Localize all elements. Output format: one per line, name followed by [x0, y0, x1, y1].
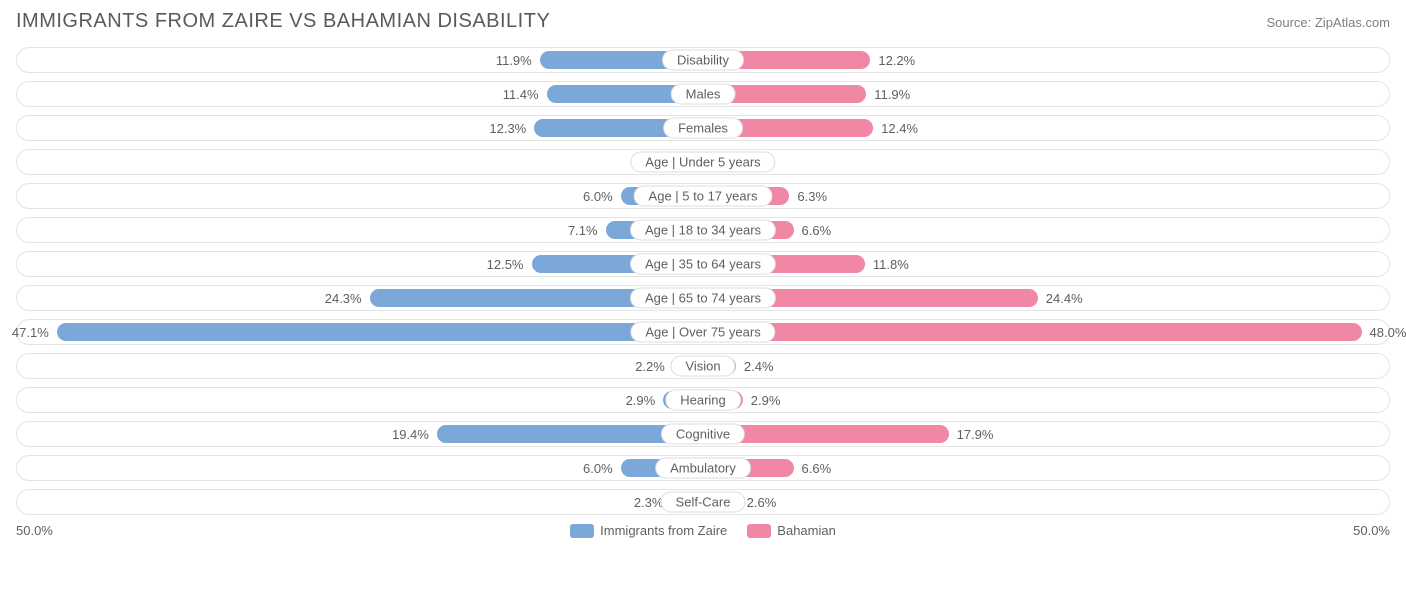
row-label: Cognitive — [661, 424, 745, 445]
row-label: Age | Under 5 years — [630, 152, 775, 173]
chart-row: 11.9% 12.2% Disability — [16, 47, 1390, 73]
legend: Immigrants from Zaire Bahamian — [570, 523, 836, 538]
row-label: Vision — [670, 356, 735, 377]
left-value: 11.9% — [488, 53, 540, 68]
chart-row: 19.4% 17.9% Cognitive — [16, 421, 1390, 447]
left-value: 12.5% — [479, 257, 532, 272]
legend-swatch-right — [747, 524, 771, 538]
chart-row: 2.3%2.6%Self-Care — [16, 489, 1390, 515]
right-value: 6.6% — [794, 461, 840, 476]
right-value: 6.6% — [794, 223, 840, 238]
chart-row: 12.5% 11.8% Age | 35 to 64 years — [16, 251, 1390, 277]
row-label: Hearing — [665, 390, 741, 411]
row-label: Males — [671, 84, 736, 105]
legend-item-left: Immigrants from Zaire — [570, 523, 727, 538]
row-label: Age | Over 75 years — [630, 322, 775, 343]
chart-title: IMMIGRANTS FROM ZAIRE VS BAHAMIAN DISABI… — [16, 10, 550, 33]
chart-row: 12.3% 12.4% Females — [16, 115, 1390, 141]
right-value: 12.2% — [870, 53, 923, 68]
right-value: 2.9% — [743, 393, 789, 408]
left-value: 19.4% — [384, 427, 437, 442]
chart-row: 1.1%1.3%Age | Under 5 years — [16, 149, 1390, 175]
left-value: 24.3% — [317, 291, 370, 306]
legend-label-left: Immigrants from Zaire — [600, 523, 727, 538]
diverging-bar-chart: 11.9% 12.2% Disability 11.4% 11.9% Males 12.3%… — [16, 47, 1390, 515]
right-value: 11.9% — [866, 87, 918, 102]
row-label: Age | 5 to 17 years — [634, 186, 773, 207]
chart-row: 6.0% 6.6% Ambulatory — [16, 455, 1390, 481]
chart-row: 7.1% 6.6% Age | 18 to 34 years — [16, 217, 1390, 243]
left-value: 7.1% — [560, 223, 606, 238]
left-value: 2.9% — [618, 393, 664, 408]
row-label: Age | 18 to 34 years — [630, 220, 776, 241]
left-value: 11.4% — [495, 87, 547, 102]
right-value: 6.3% — [789, 189, 835, 204]
axis-left-max: 50.0% — [16, 523, 53, 538]
chart-row: 24.3% 24.4% Age | 65 to 74 years — [16, 285, 1390, 311]
row-label: Females — [663, 118, 743, 139]
source-attribution: Source: ZipAtlas.com — [1266, 15, 1390, 30]
left-value: 12.3% — [481, 121, 534, 136]
right-value: 12.4% — [873, 121, 926, 136]
row-label: Ambulatory — [655, 458, 751, 479]
right-value: 17.9% — [949, 427, 1002, 442]
chart-row: 47.1%48.0%Age | Over 75 years — [16, 319, 1390, 345]
legend-item-right: Bahamian — [747, 523, 836, 538]
right-value: 24.4% — [1038, 291, 1091, 306]
left-bar — [57, 323, 703, 341]
chart-row: 6.0% 6.3% Age | 5 to 17 years — [16, 183, 1390, 209]
chart-row: 11.4% 11.9% Males — [16, 81, 1390, 107]
left-value: 47.1% — [4, 325, 57, 340]
right-value: 2.6% — [739, 495, 785, 510]
legend-swatch-left — [570, 524, 594, 538]
legend-label-right: Bahamian — [777, 523, 836, 538]
left-value: 6.0% — [575, 461, 621, 476]
axis-right-max: 50.0% — [1353, 523, 1390, 538]
right-value: 2.4% — [736, 359, 782, 374]
chart-row: 2.9% 2.9%Hearing — [16, 387, 1390, 413]
left-value: 6.0% — [575, 189, 621, 204]
row-label: Self-Care — [661, 492, 746, 513]
chart-row: 2.2% 2.4%Vision — [16, 353, 1390, 379]
row-label: Age | 65 to 74 years — [630, 288, 776, 309]
right-value: 11.8% — [865, 257, 917, 272]
right-bar — [703, 323, 1362, 341]
left-value: 2.2% — [627, 359, 673, 374]
row-label: Age | 35 to 64 years — [630, 254, 776, 275]
right-value: 48.0% — [1362, 325, 1406, 340]
row-label: Disability — [662, 50, 744, 71]
